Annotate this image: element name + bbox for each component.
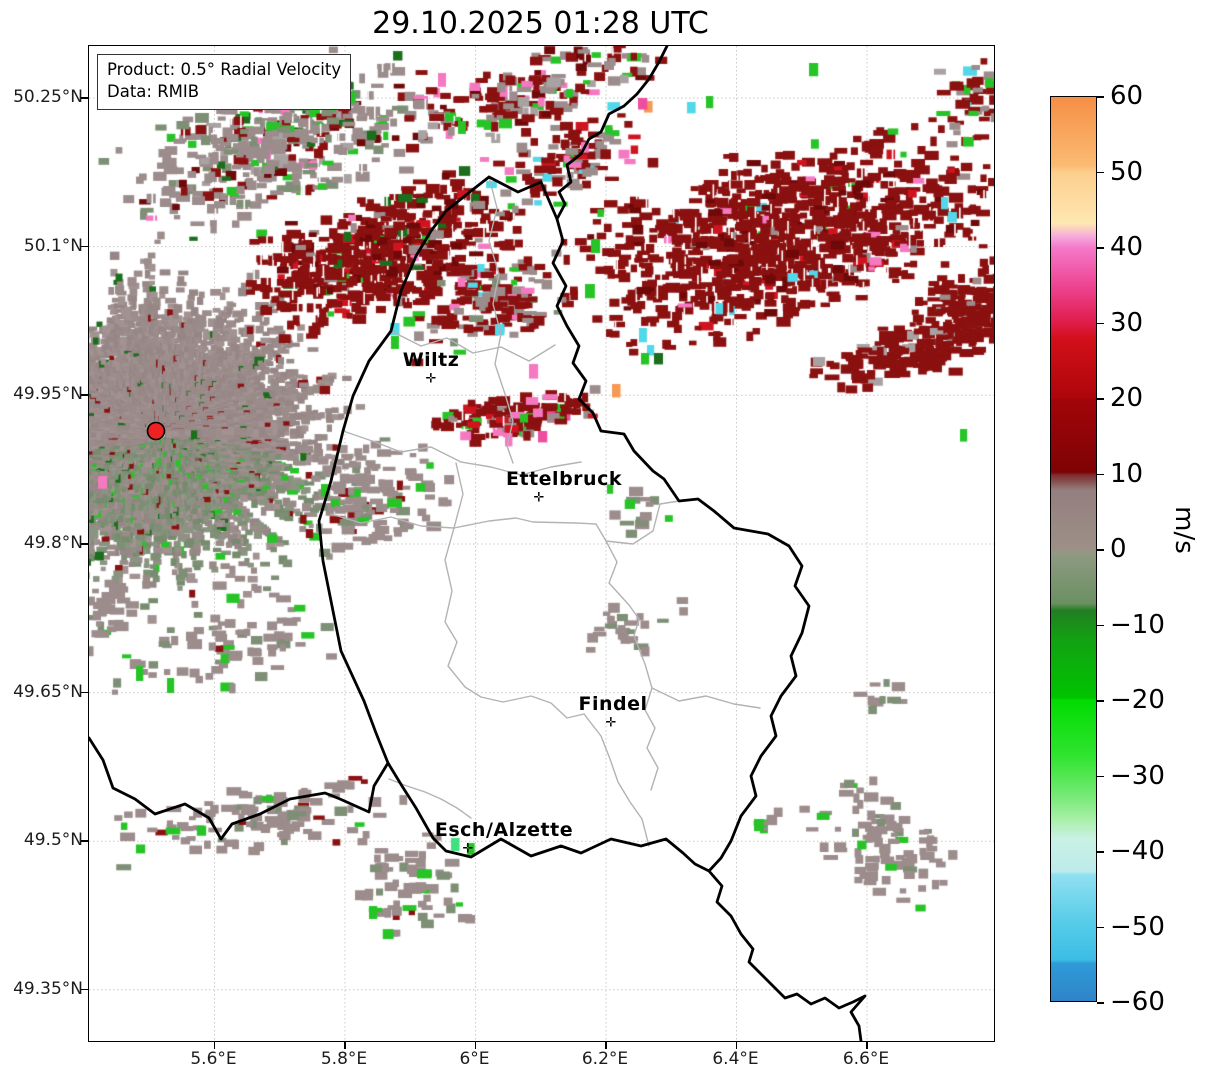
lon-tick-mark [344, 1042, 346, 1049]
city-marker-icon: ✛ [462, 841, 474, 857]
product-label: Product: 0.5° Radial Velocity [107, 60, 342, 79]
lat-tick-mark [81, 543, 88, 545]
city-label-ettelbruck: Ettelbruck [506, 468, 622, 490]
canton-border-line [605, 540, 659, 791]
colorbar-unit-label: m/s [1168, 506, 1199, 554]
lat-tick-label: 49.35°N [13, 978, 83, 999]
colorbar-tick-label: 30 [1110, 307, 1144, 338]
colorbar-tick-label: 60 [1110, 81, 1144, 111]
canton-border-line [651, 687, 761, 709]
city-label-findel: Findel [578, 693, 648, 715]
lon-tick-label: 6.6°E [842, 1049, 890, 1069]
colorbar-tick-mark [1097, 624, 1104, 627]
colorbar-tick-label: −60 [1110, 987, 1165, 1017]
lon-tick-label: 5.6°E [190, 1049, 237, 1069]
radar-data-canvas [89, 46, 994, 1041]
lat-tick-label: 49.65°N [13, 681, 83, 702]
lat-tick-label: 50.1°N [23, 235, 83, 256]
lon-tick-label: 5.8°E [320, 1049, 368, 1069]
colorbar-tick-label: −50 [1110, 911, 1165, 942]
colorbar-tick-label: 50 [1110, 156, 1144, 187]
canton-border-line [488, 176, 514, 464]
canton-border-line [388, 778, 472, 819]
lon-tick-mark [605, 1042, 607, 1049]
colorbar-tick-label: 20 [1110, 383, 1144, 413]
lat-tick-label: 50.25°N [13, 87, 83, 107]
national-border-line [89, 736, 390, 841]
lat-tick-mark [81, 245, 88, 248]
canton-border-line [342, 430, 582, 476]
lon-tick-mark [474, 1042, 477, 1049]
city-marker-icon: ✛ [533, 490, 545, 506]
city-label-esch-alzette: Esch/Alzette [434, 819, 574, 841]
canton-border-line [330, 500, 680, 545]
colorbar [1050, 96, 1097, 1002]
lat-tick-label: 49.5°N [23, 830, 83, 851]
canton-border-line [453, 462, 464, 529]
colorbar-tick-mark [1097, 398, 1104, 400]
colorbar-tick-label: 40 [1110, 232, 1144, 262]
lat-tick-mark [81, 97, 88, 99]
city-marker-icon: ✛ [605, 715, 617, 731]
product-info-box: Product: 0.5° Radial Velocity Data: RMIB [97, 54, 352, 110]
lat-tick-mark [81, 394, 88, 396]
lon-tick-label: 6.4°E [712, 1049, 759, 1069]
lat-tick-label: 49.8°N [23, 533, 83, 553]
colorbar-tick-mark [1097, 700, 1104, 702]
lat-tick-mark [81, 691, 88, 694]
colorbar-tick-label: −10 [1110, 609, 1165, 640]
national-border-line [555, 46, 669, 221]
map-borders [89, 46, 867, 1041]
canton-border-line [390, 330, 556, 362]
lat-tick-mark [81, 840, 88, 842]
colorbar-tick-mark [1097, 247, 1104, 249]
colorbar-tick-mark [1097, 775, 1104, 778]
radar-site-marker [146, 421, 166, 441]
colorbar-tick-label: −20 [1110, 685, 1165, 715]
page-title: 29.10.2025 01:28 UTC [372, 6, 709, 41]
city-label-wiltz: Wiltz [402, 349, 460, 371]
lon-tick-label: 6.2°E [581, 1049, 629, 1069]
colorbar-tick-mark [1097, 926, 1104, 929]
colorbar-tick-label: −30 [1110, 760, 1165, 791]
colorbar-tick-mark [1097, 1002, 1104, 1004]
lat-tick-label: 49.95°N [13, 384, 83, 405]
lat-tick-mark [81, 988, 88, 991]
colorbar-tick-label: 10 [1110, 458, 1144, 489]
colorbar-tick-mark [1097, 473, 1104, 476]
colorbar-tick-mark [1097, 322, 1104, 325]
colorbar-tick-mark [1097, 96, 1104, 98]
national-border-line [707, 869, 867, 1041]
colorbar-tick-label: −40 [1110, 836, 1165, 866]
map-plot-area: Product: 0.5° Radial Velocity Data: RMIB… [88, 45, 995, 1042]
lon-tick-mark [735, 1042, 738, 1049]
lon-tick-mark [866, 1042, 868, 1049]
lon-tick-label: 6°E [459, 1049, 490, 1069]
colorbar-tick-mark [1097, 549, 1104, 551]
colorbar-tick-mark [1097, 851, 1104, 853]
colorbar-tick-mark [1097, 171, 1104, 174]
city-marker-icon: ✛ [425, 371, 437, 387]
lon-tick-mark [213, 1042, 216, 1049]
national-border-line [317, 175, 811, 873]
data-source-label: Data: RMIB [107, 82, 200, 102]
canton-border-line [444, 527, 650, 847]
colorbar-tick-label: 0 [1110, 534, 1127, 564]
